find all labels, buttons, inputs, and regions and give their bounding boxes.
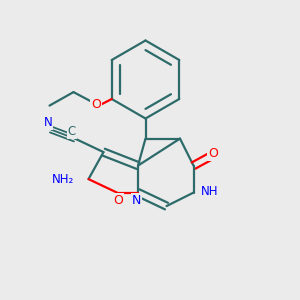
Text: NH₂: NH₂ — [52, 172, 74, 186]
Text: O: O — [114, 194, 123, 207]
Text: O: O — [208, 147, 218, 160]
Text: NH: NH — [201, 184, 219, 198]
Text: N: N — [132, 194, 141, 207]
Text: C: C — [68, 124, 76, 138]
Text: O: O — [91, 98, 101, 111]
Text: N: N — [44, 116, 52, 129]
